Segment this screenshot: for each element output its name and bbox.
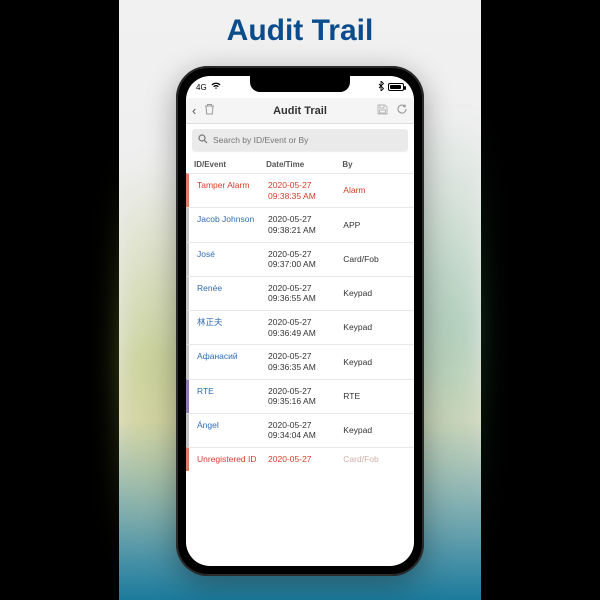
table-row[interactable]: José2020-05-2709:37:00 AMCard/Fob <box>186 242 414 276</box>
page-title: Audit Trail <box>227 14 374 48</box>
col-header-id: ID/Event <box>194 160 266 169</box>
cell-by: Keypad <box>343 351 406 372</box>
phone-screen: 4G 08:00 AM ‹ <box>186 76 414 566</box>
cell-by: RTE <box>343 386 406 407</box>
cell-datetime: 2020-05-2709:36:35 AM <box>268 351 343 372</box>
cell-by: APP <box>343 214 406 235</box>
col-header-by: By <box>342 160 406 169</box>
cell-id: Unregistered ID <box>197 454 268 465</box>
table-row[interactable]: Jacob Johnson2020-05-2709:38:21 AMAPP <box>186 207 414 241</box>
cell-by: Keypad <box>343 420 406 441</box>
refresh-icon[interactable] <box>396 103 408 118</box>
table-row[interactable]: Unregistered ID2020-05-27Card/Fob <box>186 447 414 471</box>
cell-datetime: 2020-05-2709:35:16 AM <box>268 386 343 407</box>
cell-id: José <box>197 249 268 270</box>
trash-icon[interactable] <box>204 103 215 118</box>
cell-datetime: 2020-05-2709:36:49 AM <box>268 317 343 338</box>
wifi-icon <box>211 82 221 92</box>
cell-by: Alarm <box>343 180 406 201</box>
table-body: Tamper Alarm2020-05-2709:38:35 AMAlarmJa… <box>186 173 414 566</box>
battery-icon <box>388 83 404 91</box>
screenshot-panel: Audit Trail 4G 08:00 AM <box>119 0 481 600</box>
search-input[interactable] <box>213 135 402 145</box>
cell-by: Keypad <box>343 283 406 304</box>
col-header-datetime: Date/Time <box>266 160 342 169</box>
cell-by: Card/Fob <box>343 454 406 465</box>
cell-id: Афанасий <box>197 351 268 372</box>
table-row[interactable]: Ángel2020-05-2709:34:04 AMKeypad <box>186 413 414 447</box>
cell-id: Ángel <box>197 420 268 441</box>
table-header: ID/Event Date/Time By <box>186 156 414 173</box>
table-row[interactable]: Tamper Alarm2020-05-2709:38:35 AMAlarm <box>186 173 414 207</box>
phone-frame: 4G 08:00 AM ‹ <box>176 66 424 576</box>
app-store-frame: Audit Trail 4G 08:00 AM <box>0 0 600 600</box>
table-row[interactable]: Афанасий2020-05-2709:36:35 AMKeypad <box>186 344 414 378</box>
bluetooth-icon <box>378 81 384 93</box>
carrier-label: 4G <box>196 83 207 92</box>
cell-by: Keypad <box>343 317 406 338</box>
table-row[interactable]: RTE2020-05-2709:35:16 AMRTE <box>186 379 414 413</box>
table-row[interactable]: Renée2020-05-2709:36:55 AMKeypad <box>186 276 414 310</box>
cell-datetime: 2020-05-2709:36:55 AM <box>268 283 343 304</box>
search-icon <box>198 134 208 147</box>
cell-id: RTE <box>197 386 268 407</box>
cell-id: 林正夫 <box>197 317 268 338</box>
search-bar[interactable] <box>192 129 408 151</box>
cell-datetime: 2020-05-2709:37:00 AM <box>268 249 343 270</box>
table-row[interactable]: 林正夫2020-05-2709:36:49 AMKeypad <box>186 310 414 344</box>
nav-title: Audit Trail <box>238 105 362 117</box>
back-icon[interactable]: ‹ <box>192 103 196 118</box>
cell-datetime: 2020-05-2709:38:21 AM <box>268 214 343 235</box>
save-icon[interactable] <box>377 104 388 118</box>
cell-datetime: 2020-05-27 <box>268 454 343 465</box>
cell-datetime: 2020-05-2709:34:04 AM <box>268 420 343 441</box>
cell-by: Card/Fob <box>343 249 406 270</box>
phone-notch <box>250 76 350 92</box>
cell-id: Tamper Alarm <box>197 180 268 201</box>
cell-datetime: 2020-05-2709:38:35 AM <box>268 180 343 201</box>
cell-id: Jacob Johnson <box>197 214 268 235</box>
cell-id: Renée <box>197 283 268 304</box>
nav-bar: ‹ Audit Trail <box>186 98 414 124</box>
